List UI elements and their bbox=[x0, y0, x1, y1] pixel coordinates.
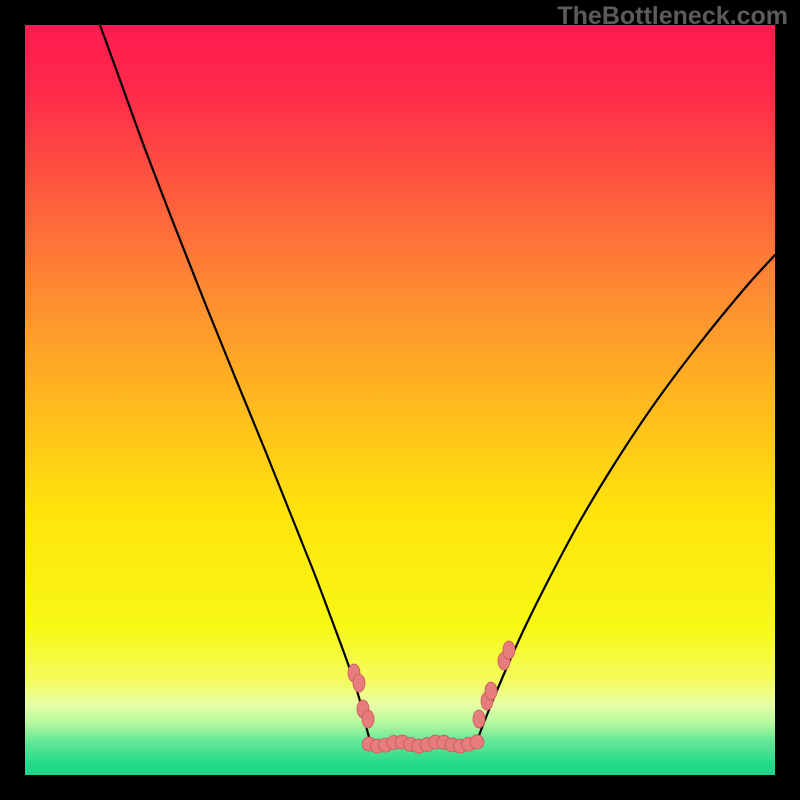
marker-bottom-13 bbox=[470, 735, 484, 749]
marker-right-4 bbox=[503, 641, 515, 659]
marker-right-0 bbox=[473, 710, 485, 728]
chart-svg bbox=[25, 25, 775, 775]
gradient-background bbox=[25, 25, 775, 775]
marker-left-1 bbox=[353, 674, 365, 692]
marker-left-3 bbox=[362, 710, 374, 728]
chart-plot-area bbox=[25, 25, 775, 775]
marker-right-2 bbox=[485, 682, 497, 700]
watermark-text: TheBottleneck.com bbox=[557, 2, 788, 31]
